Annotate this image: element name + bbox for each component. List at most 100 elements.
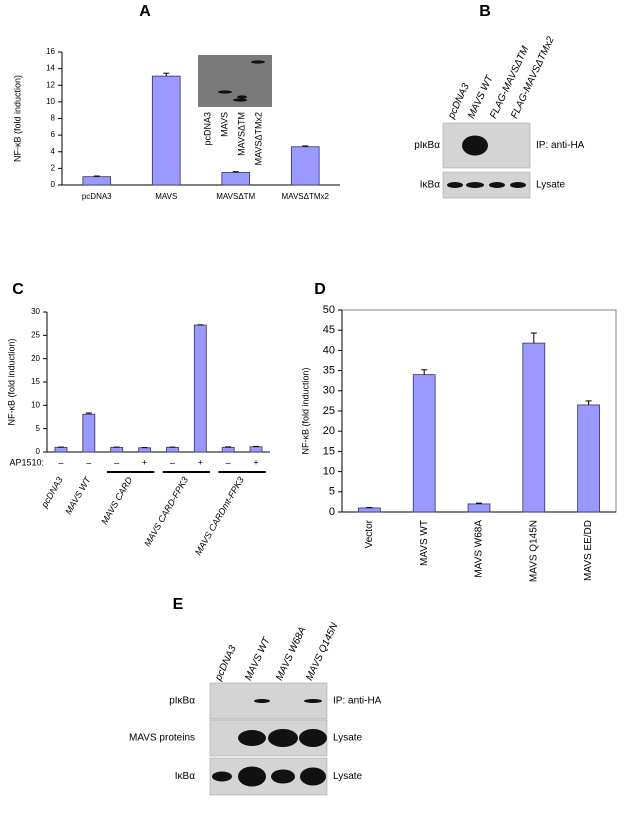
inset-label: pcDNA3 [202,112,212,146]
x-tick-label: – [226,457,231,467]
group-label: MAVS CARD [99,475,134,526]
bar [290,146,320,186]
y-tick-label: 30 [323,385,335,397]
group-label: MAVS CARD-FPK3 [142,475,190,548]
y-tick-label: 35 [323,365,335,377]
x-tick-label: – [114,457,119,467]
y-tick-label: 5 [329,486,335,498]
y-axis-label: NF-κB (fold induction) [12,75,22,162]
bar [249,446,263,453]
blot-band [299,729,327,747]
y-tick-label: 50 [323,304,335,316]
y-tick-label: 12 [46,80,55,89]
y-tick-label: 20 [31,354,40,363]
x-tick-label: MAVS EE/DD [583,520,594,581]
y-tick-label: 0 [36,447,41,456]
bar [522,342,546,513]
y-tick-label: 10 [323,466,335,478]
inset-blot [198,55,272,107]
bar [221,172,251,186]
y-tick-label: 6 [51,130,56,139]
x-row-label: AP1510: [9,457,44,467]
x-tick-label: + [198,457,203,467]
bar [54,446,68,453]
bar [577,404,600,513]
inset-label: MAVSΔTMx2 [253,112,263,165]
lane-label: MAVS Q145N [304,621,341,683]
y-tick-label: 0 [51,180,56,189]
row-note: Lysate [333,771,363,782]
error-bar [530,332,537,344]
y-tick-label: 30 [31,307,40,316]
blot-band [212,771,232,782]
y-tick-label: 16 [46,47,55,56]
bar [193,324,207,453]
bar [151,75,181,186]
panel-label: B [479,3,491,20]
blot-band [268,729,298,747]
blot-band [304,699,322,703]
plot-frame [341,309,617,513]
inset-label: MAVSΔTM [236,112,246,156]
y-axis-label: NF-κB (fold induction) [300,367,310,454]
row-label: IκBα [175,771,195,782]
blot-band [238,766,266,787]
blot-band [466,182,484,188]
x-tick-label: – [58,457,63,467]
y-tick-label: 2 [51,163,56,172]
y-tick-label: 15 [323,445,335,457]
error-bar [421,369,428,375]
y-tick-label: 40 [323,344,335,356]
group-label: pcDNA3 [39,475,65,510]
x-tick-label: pcDNA3 [82,192,112,201]
x-tick-label: + [253,457,258,467]
inset-label: MAVS [219,112,229,137]
panel-label: D [314,281,326,298]
error-bar [85,412,92,415]
bar [358,507,381,513]
x-tick-label: – [170,457,175,467]
y-tick-label: 45 [323,324,335,336]
y-tick-label: 4 [51,147,56,156]
bar [221,446,235,453]
blot-band [489,182,505,188]
panel-label: A [139,3,151,20]
y-tick-label: 14 [46,64,55,73]
x-tick-label: MAVSΔTM [216,192,255,201]
blot-band [510,182,526,188]
row-note: Lysate [333,733,363,744]
x-tick-label: MAVS W68A [474,520,485,578]
blot-band [254,699,270,703]
error-bar [302,145,309,147]
bar [110,446,124,453]
panel-label: E [173,596,184,613]
x-tick-label: – [86,457,91,467]
row-label: IκBα [420,180,440,191]
y-tick-label: 5 [36,424,41,433]
y-tick-label: 8 [51,114,56,123]
error-bar [476,502,482,504]
blot-band [233,98,247,102]
row-note: IP: anti-HA [333,696,382,707]
x-tick-label: + [142,457,147,467]
row-label: pIκBα [169,696,195,707]
error-bar [232,171,239,173]
y-tick-label: 10 [31,400,40,409]
y-tick-label: 25 [323,405,335,417]
y-tick-label: 20 [323,425,335,437]
x-tick-label: MAVS Q145N [528,520,539,582]
x-tick-label: MAVSΔTMx2 [282,192,330,201]
panel-label: C [12,281,24,298]
blot-band [271,769,295,784]
y-axis-label: NF-κB (fold induction) [6,338,16,425]
y-tick-label: 15 [31,377,40,386]
blot-band [237,95,247,99]
group-label: MAVS CARDmt-FPK3 [193,475,246,557]
bar [166,446,179,453]
x-tick-label: MAVS WT [419,520,430,566]
bar [467,503,491,513]
row-note: IP: anti-HA [536,140,585,151]
row-label: MAVS proteins [129,733,195,744]
row-label: pIκBα [414,140,440,151]
blot-band [300,767,326,786]
